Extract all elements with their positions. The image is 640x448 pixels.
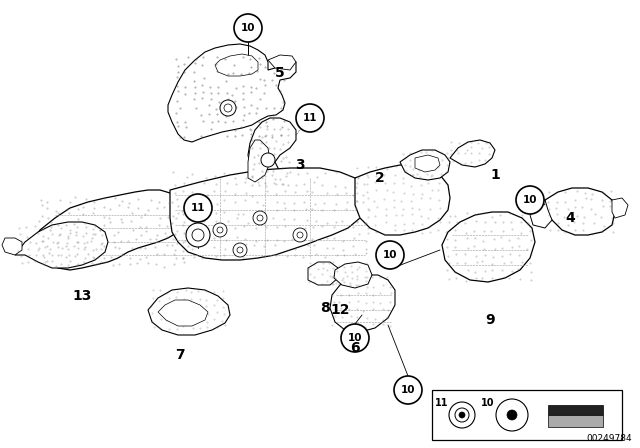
Polygon shape — [168, 44, 296, 142]
Text: 11: 11 — [303, 113, 317, 123]
Text: 8: 8 — [320, 301, 330, 315]
Circle shape — [213, 223, 227, 237]
Polygon shape — [530, 200, 552, 228]
Text: 10: 10 — [383, 250, 397, 260]
Polygon shape — [450, 140, 495, 167]
Circle shape — [233, 243, 247, 257]
Circle shape — [459, 412, 465, 418]
Polygon shape — [15, 222, 108, 268]
Circle shape — [237, 247, 243, 253]
Text: 2: 2 — [375, 171, 385, 185]
Circle shape — [184, 194, 212, 222]
Polygon shape — [308, 262, 338, 285]
Circle shape — [394, 376, 422, 404]
Polygon shape — [612, 198, 628, 218]
Circle shape — [186, 223, 210, 247]
Polygon shape — [148, 288, 230, 335]
Polygon shape — [548, 415, 603, 427]
Circle shape — [257, 215, 263, 221]
Circle shape — [234, 14, 262, 42]
Text: 5: 5 — [275, 66, 285, 80]
Polygon shape — [2, 238, 22, 255]
Circle shape — [341, 324, 369, 352]
Text: 1: 1 — [490, 168, 500, 182]
Text: 4: 4 — [565, 211, 575, 225]
Polygon shape — [545, 188, 615, 235]
Circle shape — [376, 241, 404, 269]
Text: 7: 7 — [175, 348, 184, 362]
Text: 10: 10 — [348, 333, 362, 343]
Polygon shape — [215, 54, 258, 76]
Text: 10: 10 — [481, 398, 494, 408]
Text: 10: 10 — [241, 23, 255, 33]
Circle shape — [496, 399, 528, 431]
Text: 11: 11 — [435, 398, 448, 408]
Circle shape — [261, 153, 275, 167]
Circle shape — [217, 227, 223, 233]
Circle shape — [192, 229, 204, 241]
Polygon shape — [442, 212, 535, 282]
Polygon shape — [548, 405, 603, 415]
Polygon shape — [30, 190, 188, 270]
Text: 3: 3 — [295, 158, 305, 172]
Text: 12: 12 — [330, 303, 349, 317]
Polygon shape — [268, 55, 296, 70]
Polygon shape — [248, 118, 296, 185]
Text: 10: 10 — [523, 195, 537, 205]
Circle shape — [293, 228, 307, 242]
Circle shape — [507, 410, 517, 420]
Polygon shape — [415, 155, 440, 172]
Polygon shape — [158, 300, 208, 326]
Circle shape — [455, 408, 469, 422]
Polygon shape — [400, 150, 450, 180]
Polygon shape — [355, 165, 450, 235]
Text: 9: 9 — [485, 313, 495, 327]
Circle shape — [516, 186, 544, 214]
Polygon shape — [334, 262, 372, 288]
Text: 00249784: 00249784 — [586, 434, 632, 443]
Circle shape — [220, 100, 236, 116]
Bar — [432, 390, 622, 440]
Text: 10: 10 — [401, 385, 415, 395]
Circle shape — [297, 232, 303, 238]
Polygon shape — [170, 168, 370, 260]
Circle shape — [449, 402, 475, 428]
Circle shape — [296, 104, 324, 132]
Polygon shape — [248, 140, 270, 182]
Circle shape — [224, 104, 232, 112]
Text: 6: 6 — [350, 341, 360, 355]
Text: 13: 13 — [72, 289, 92, 303]
Circle shape — [253, 211, 267, 225]
Polygon shape — [330, 275, 395, 332]
Text: 11: 11 — [191, 203, 205, 213]
